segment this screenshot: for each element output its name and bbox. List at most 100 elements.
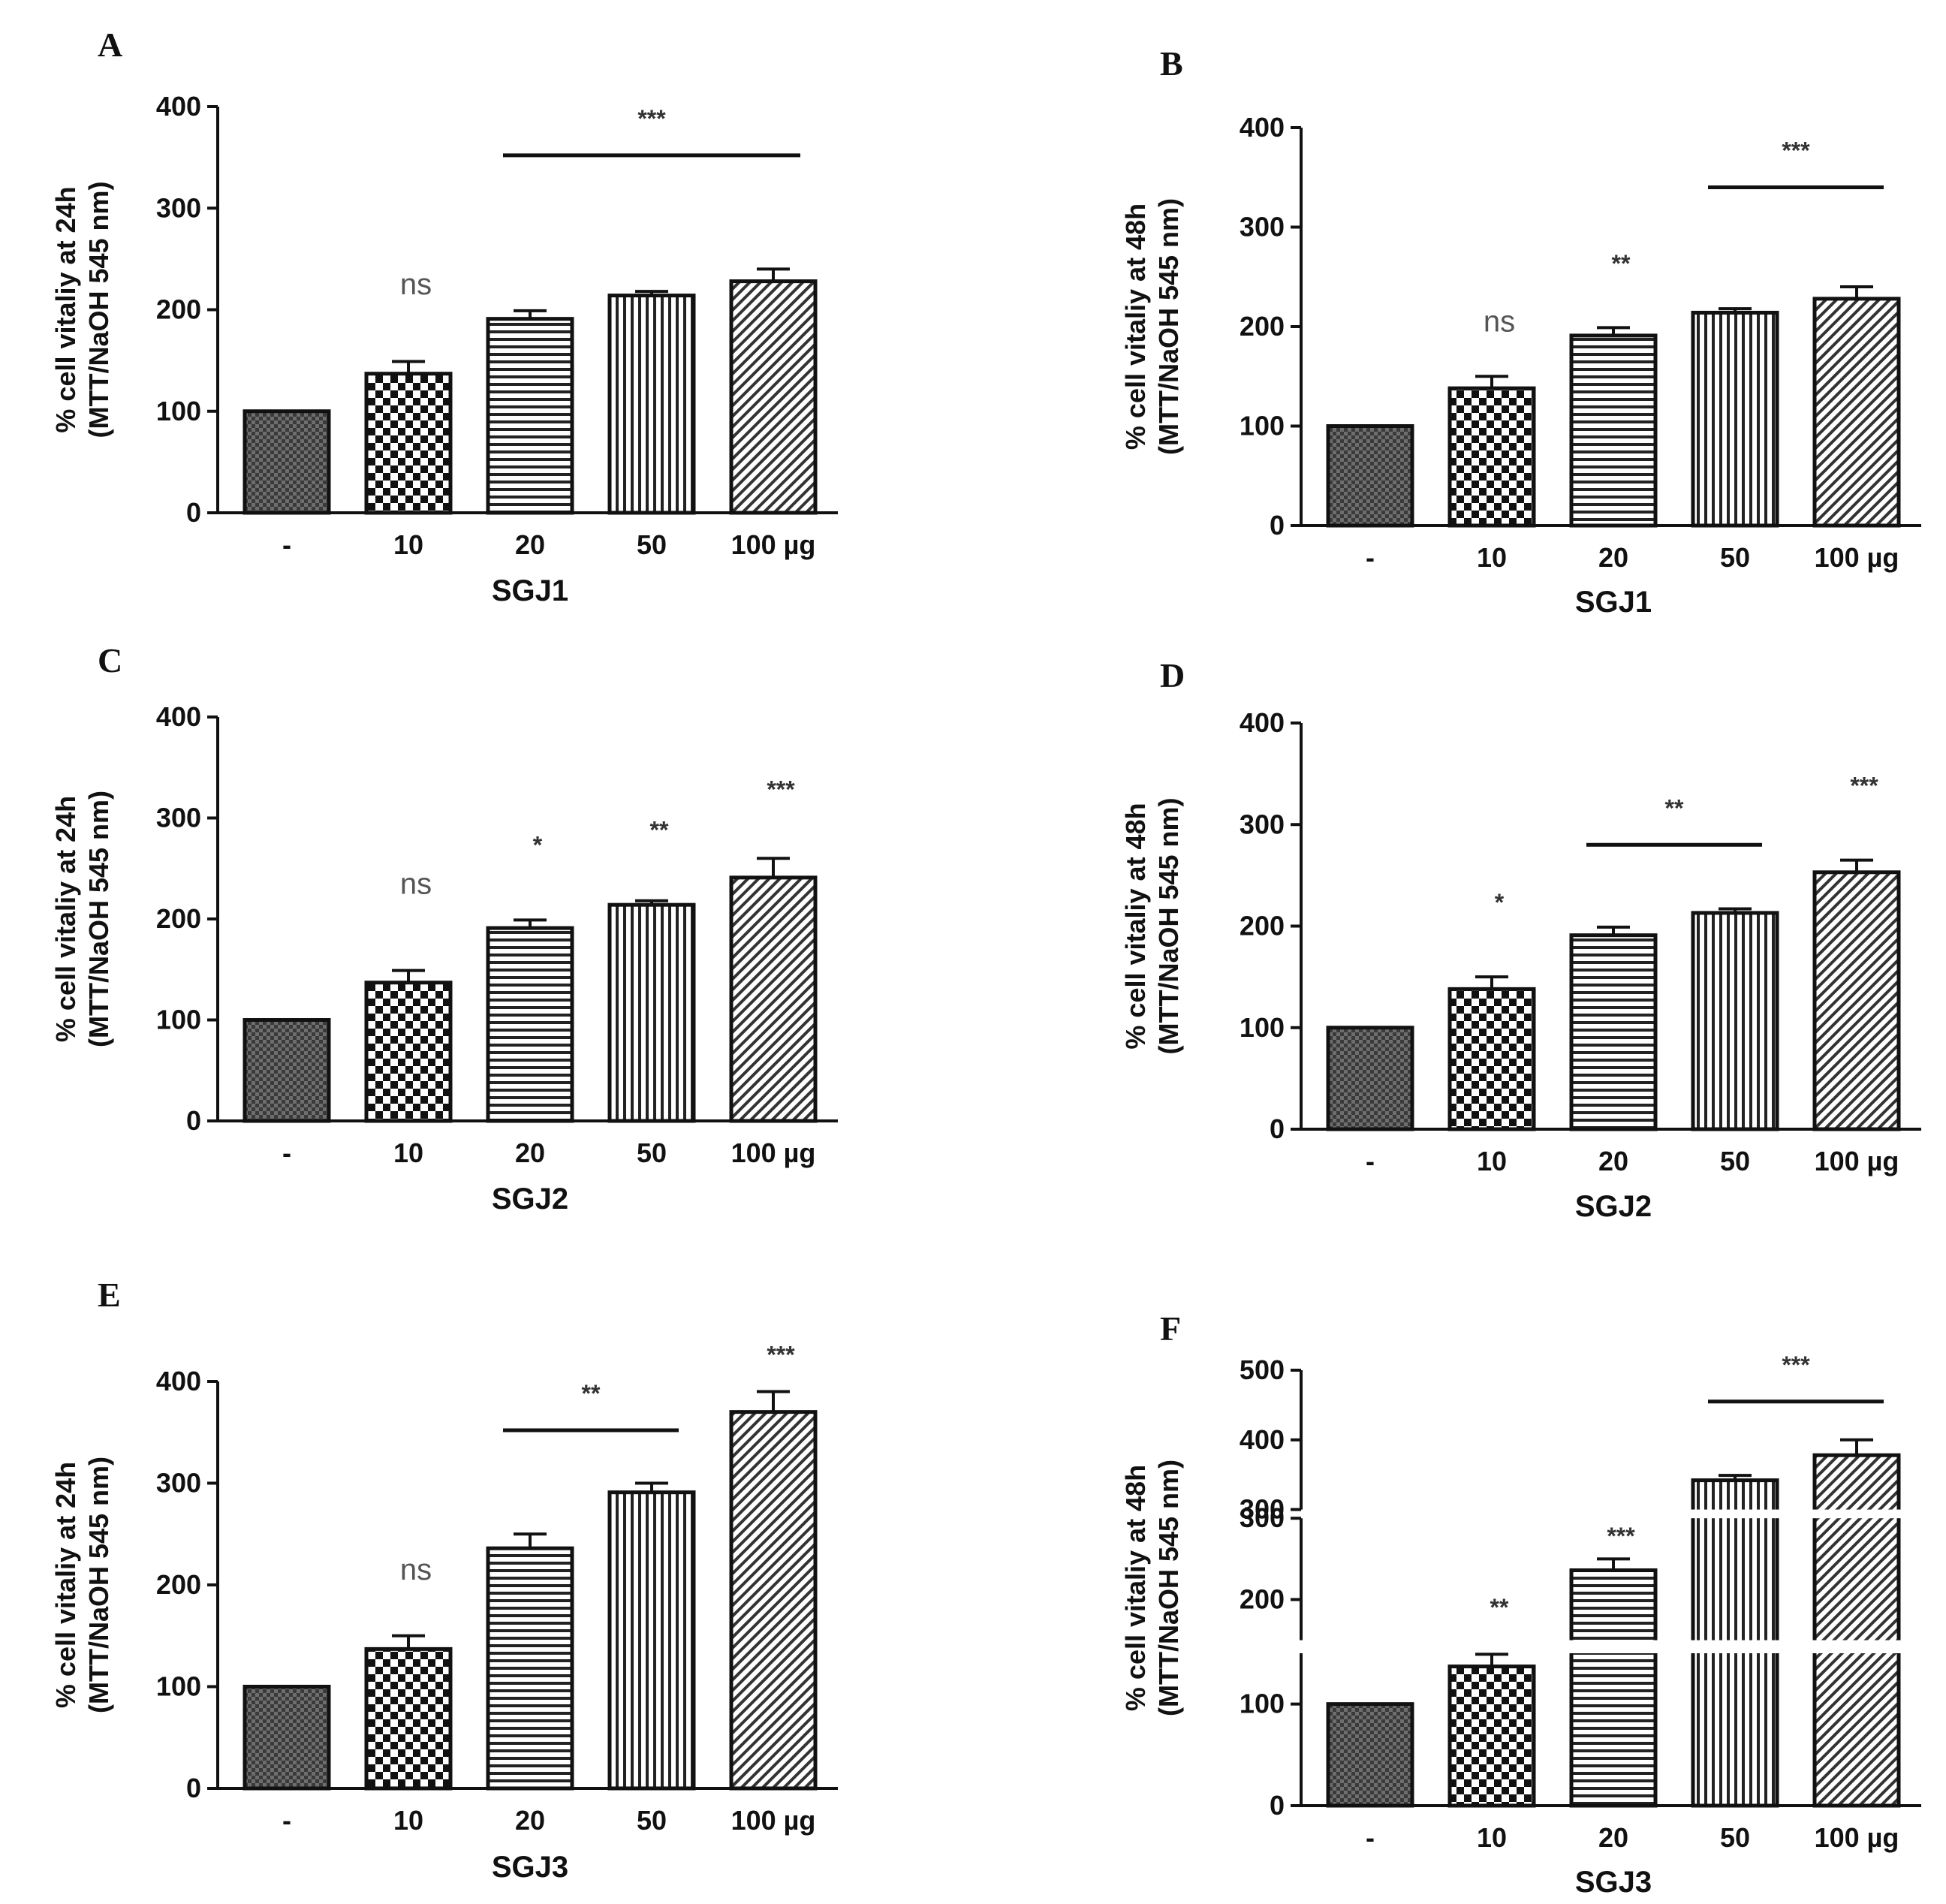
x-tick-label: 10	[1477, 1822, 1507, 1853]
x-tick-label: 50	[1720, 1146, 1750, 1176]
bar-4	[1691, 310, 1779, 528]
significance-label: *	[1495, 889, 1505, 916]
axis-break-gap	[1568, 1640, 1658, 1653]
x-tick-label: 20	[1598, 1146, 1628, 1176]
panel-letter: A	[98, 26, 122, 64]
y-tick-label: 0	[1270, 1113, 1285, 1144]
y-axis-label-line2: (MTT/NaOH 545 nm)	[1153, 797, 1184, 1054]
bar-4	[607, 294, 696, 515]
y-axis-label-line1: % cell vitaliy at 48h	[1120, 203, 1151, 450]
axis-break-gap	[1690, 1640, 1780, 1653]
x-tick-label: 50	[1720, 542, 1750, 573]
y-tick-label: 200	[156, 1569, 201, 1600]
x-tick-label: 20	[1598, 1822, 1628, 1853]
bar-1	[242, 1018, 331, 1123]
panel-d: D 0 100 200 300 400 - 10 20 50 100 µg SGJ2 % cell vi…	[1120, 656, 1921, 1223]
y-tick-label: 400	[1240, 1424, 1285, 1455]
panel-letter: D	[1160, 656, 1185, 694]
x-tick-label: 10	[393, 529, 423, 560]
y-tick-label: 300	[156, 1468, 201, 1499]
bar-5	[729, 1410, 818, 1791]
y-axis-label-line1: % cell vitaliy at 24h	[50, 1462, 81, 1708]
panel-b: B 0 100 200 300 400 - 10 20 50 100 µg SGJ1 % cell vi…	[1120, 44, 1921, 619]
y-tick-label: 100	[1240, 1689, 1285, 1719]
significance-label: ns	[1484, 306, 1515, 339]
y-tick-label: 400	[156, 1366, 201, 1396]
significance-label: **	[1612, 250, 1631, 277]
x-tick-label: 20	[1598, 542, 1628, 573]
bar-3	[486, 1546, 574, 1791]
bar-2	[364, 1646, 453, 1791]
x-tick-label: 10	[1477, 542, 1507, 573]
y-axis-label: % cell vitaliy at 24h (MTT/NaOH 545 nm)	[50, 791, 114, 1047]
y-axis-label: % cell vitaliy at 48h (MTT/NaOH 545 nm)	[1120, 1460, 1184, 1716]
bar-4	[607, 902, 696, 1123]
y-tick-label: 500	[1240, 1354, 1285, 1385]
x-axis-label: SGJ1	[1575, 586, 1652, 619]
panel-letter: F	[1160, 1309, 1181, 1348]
y-axis-label-line2: (MTT/NaOH 545 nm)	[1153, 198, 1184, 455]
x-tick-label: 50	[637, 1137, 667, 1168]
bar-3	[1569, 933, 1658, 1131]
x-tick-label: -	[282, 529, 291, 560]
x-axis-label: SGJ2	[1575, 1190, 1652, 1223]
y-axis-label-line1: % cell vitaliy at 24h	[50, 186, 81, 432]
y-tick-label: 200	[156, 294, 201, 325]
axis-break-gap	[1690, 1509, 1780, 1519]
bar-3	[486, 926, 574, 1123]
x-tick-label: 20	[515, 1137, 545, 1168]
bar-1	[1326, 1702, 1414, 1808]
bar-2	[364, 372, 453, 515]
x-tick-label: 10	[1477, 1146, 1507, 1176]
y-tick-label: 0	[186, 1773, 201, 1803]
y-axis-label-line2: (MTT/NaOH 545 nm)	[83, 1457, 114, 1713]
significance-label: **	[1665, 794, 1684, 821]
y-tick-label: 100	[1240, 1012, 1285, 1043]
x-tick-label: 100 µg	[731, 529, 816, 560]
x-tick-label: 10	[393, 1137, 423, 1168]
significance-label: ***	[767, 1342, 795, 1369]
y-tick-label: 0	[186, 1105, 201, 1136]
x-tick-label: -	[1366, 1822, 1375, 1853]
significance-label: ***	[1607, 1523, 1635, 1550]
y-tick-label: 300	[156, 192, 201, 223]
y-tick-label: 400	[156, 91, 201, 122]
x-tick-label: -	[282, 1805, 291, 1836]
y-tick-label: 400	[1240, 112, 1285, 143]
bar-2	[364, 981, 453, 1123]
y-axis-label-line2: (MTT/NaOH 545 nm)	[83, 181, 114, 438]
x-axis-label: SGJ3	[1575, 1866, 1652, 1899]
bar-1	[242, 409, 331, 515]
bar-1	[242, 1685, 331, 1791]
panel-letter: E	[98, 1276, 121, 1314]
significance-label: ***	[1782, 1351, 1810, 1378]
x-tick-label: 100 µg	[731, 1137, 816, 1168]
y-axis-label-line1: % cell vitaliy at 24h	[50, 796, 81, 1042]
y-tick-label: 0	[1270, 1790, 1285, 1821]
y-axis-label: % cell vitaliy at 48h (MTT/NaOH 545 nm)	[1120, 797, 1184, 1054]
y-tick-label: 0	[1270, 510, 1285, 541]
y-tick-label: 300	[1240, 1502, 1285, 1533]
y-axis-label-line1: % cell vitaliy at 48h	[1120, 1465, 1151, 1711]
bar-1	[1326, 424, 1414, 528]
x-tick-label: 20	[515, 529, 545, 560]
y-axis-label: % cell vitaliy at 48h (MTT/NaOH 545 nm)	[1120, 198, 1184, 455]
x-tick-label: -	[1366, 542, 1375, 573]
panel-letter: C	[98, 641, 122, 679]
bar-2	[1447, 1664, 1536, 1808]
x-axis-label: SGJ1	[492, 574, 568, 607]
y-tick-label: 300	[1240, 1494, 1285, 1525]
x-axis-label: SGJ3	[492, 1851, 568, 1884]
y-tick-label: 100	[156, 1005, 201, 1035]
y-axis-label-line2: (MTT/NaOH 545 nm)	[1153, 1460, 1184, 1716]
y-tick-label: 0	[186, 497, 201, 528]
y-tick-label: 200	[1240, 1583, 1285, 1614]
y-tick-label: 400	[156, 701, 201, 732]
y-axis-label-line1: % cell vitaliy at 48h	[1120, 803, 1151, 1049]
bar-3	[1569, 1568, 1658, 1808]
y-axis-label: % cell vitaliy at 24h (MTT/NaOH 545 nm)	[50, 1457, 114, 1713]
significance-label: ***	[1850, 773, 1878, 800]
significance-label: ns	[400, 268, 432, 301]
y-tick-label: 400	[1240, 707, 1285, 738]
